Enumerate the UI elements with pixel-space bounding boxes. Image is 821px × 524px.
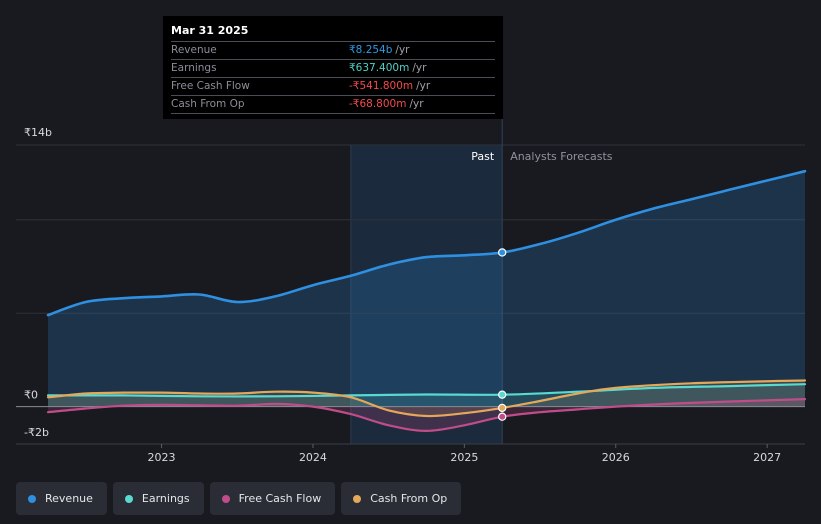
legend-dot-icon: [221, 494, 230, 503]
legend-item-earnings[interactable]: Earnings: [112, 482, 204, 515]
tooltip-row-revenue: Revenue ₹8.254b/yr: [171, 41, 495, 59]
y-tick-label: ₹0: [24, 389, 38, 402]
tooltip-label: Free Cash Flow: [171, 80, 250, 92]
y-tick-label: -₹2b: [24, 426, 49, 439]
area-revenue: [48, 171, 805, 407]
series-line-cash-from-op: [46, 379, 807, 418]
tooltip-value: -₹68.800m: [349, 98, 407, 110]
marker-free-cash-flow: [498, 412, 507, 421]
tooltip-unit: /yr: [416, 80, 431, 92]
forecast-label: Analysts Forecasts: [510, 150, 613, 163]
tooltip-unit: /yr: [412, 62, 427, 74]
tooltip-row-cash-from-op: Cash From Op -₹68.800m/yr: [171, 95, 495, 114]
legend-label: Free Cash Flow: [238, 492, 322, 505]
x-tick-label: 2026: [602, 451, 630, 464]
tooltip-label: Earnings: [171, 62, 217, 74]
legend-dot-icon: [124, 494, 133, 503]
tooltip-row-free-cash-flow: Free Cash Flow -₹541.800m/yr: [171, 77, 495, 95]
tooltip-value: -₹541.800m: [349, 80, 414, 92]
tooltip-value: ₹8.254b: [349, 44, 393, 56]
y-tick-label: ₹14b: [24, 126, 52, 139]
marker-cash-from-op: [498, 403, 507, 413]
tooltip-value: ₹637.400m: [349, 62, 410, 74]
tooltip-unit: /yr: [409, 98, 424, 110]
legend-label: Revenue: [45, 492, 93, 505]
x-tick-label: 2023: [148, 451, 176, 464]
legend-dot-icon: [353, 494, 362, 503]
series-line-free-cash-flow: [46, 398, 807, 432]
series-line-revenue: [46, 169, 807, 317]
x-tick-label: 2024: [299, 451, 327, 464]
past-label: Past: [471, 150, 495, 163]
legend-label: Earnings: [141, 492, 190, 505]
hover-tooltip: Mar 31 2025 Revenue ₹8.254b/yr Earnings …: [163, 16, 503, 119]
marker-revenue: [498, 248, 507, 257]
chart-legend: Revenue Earnings Free Cash Flow Cash Fro…: [16, 482, 462, 515]
series-line-earnings: [46, 383, 807, 398]
legend-item-free-cash-flow[interactable]: Free Cash Flow: [209, 482, 336, 515]
legend-item-cash-from-op[interactable]: Cash From Op: [341, 482, 462, 515]
tooltip-unit: /yr: [395, 44, 410, 56]
legend-label: Cash From Op: [370, 492, 448, 505]
x-tick-label: 2025: [450, 451, 478, 464]
legend-dot-icon: [28, 494, 36, 503]
tooltip-label: Revenue: [171, 44, 217, 56]
marker-earnings: [498, 390, 507, 399]
x-tick-label: 2027: [753, 451, 781, 464]
tooltip-date: Mar 31 2025: [171, 24, 249, 37]
legend-item-revenue[interactable]: Revenue: [16, 482, 107, 515]
tooltip-label: Cash From Op: [171, 98, 245, 110]
tooltip-row-earnings: Earnings ₹637.400m/yr: [171, 59, 495, 77]
